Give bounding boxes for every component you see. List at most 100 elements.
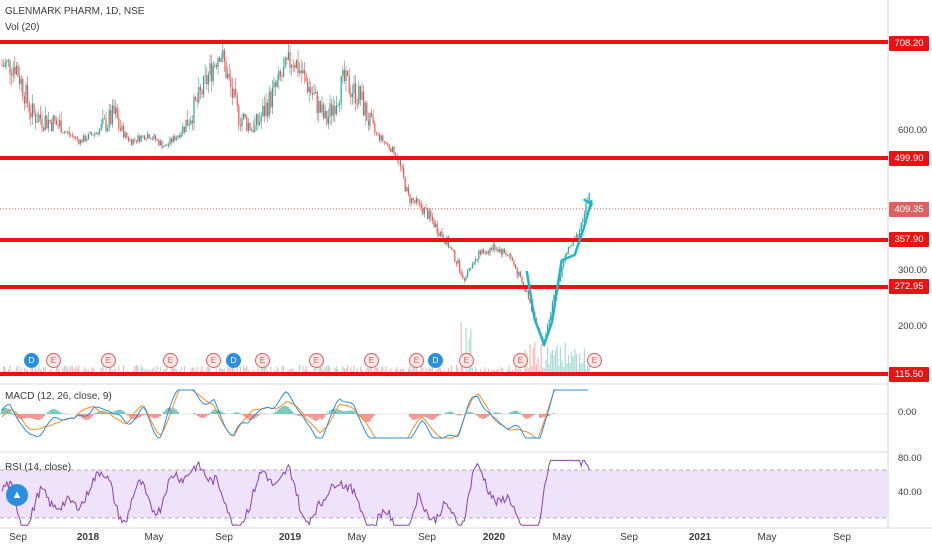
- candle-body: [30, 112, 32, 118]
- volume-bar: [334, 367, 336, 376]
- candle-body: [4, 62, 6, 67]
- macd-histogram-bar: [319, 414, 321, 419]
- macd-histogram-bar: [173, 408, 175, 414]
- volume-bar: [502, 367, 504, 376]
- candle-body: [7, 60, 9, 61]
- candle-body: [516, 268, 518, 276]
- macd-histogram-bar: [285, 405, 287, 414]
- candle-body: [177, 135, 179, 138]
- candle-body: [188, 124, 190, 126]
- candle-body: [321, 104, 323, 113]
- candle-body: [468, 268, 470, 272]
- event-earnings[interactable]: E: [364, 353, 379, 368]
- candle-body: [265, 102, 267, 117]
- candle-body: [478, 250, 480, 260]
- candle-body: [417, 198, 419, 202]
- event-earnings[interactable]: E: [587, 353, 602, 368]
- candle-body: [507, 255, 509, 256]
- volume-bar: [44, 366, 46, 376]
- candle-body: [323, 104, 325, 119]
- candle-body: [411, 198, 413, 204]
- candle-body: [174, 136, 176, 141]
- candle-body: [327, 116, 329, 124]
- candle-body: [51, 121, 53, 132]
- macd-histogram-bar: [91, 414, 93, 417]
- candle-body: [115, 107, 117, 114]
- candle-body: [583, 213, 585, 220]
- candle-body: [529, 298, 531, 303]
- event-earnings[interactable]: E: [206, 353, 221, 368]
- candle-body: [6, 60, 8, 63]
- event-earnings[interactable]: E: [101, 353, 116, 368]
- volume-bar: [63, 365, 65, 376]
- macd-histogram-bar: [27, 414, 29, 418]
- macd-label: MACD (12, 26, close, 9): [5, 391, 112, 402]
- event-dividend[interactable]: D: [428, 353, 443, 368]
- candle-body: [470, 267, 472, 269]
- macd-histogram-bar: [17, 414, 19, 419]
- volume-bar: [159, 367, 161, 376]
- event-earnings[interactable]: E: [409, 353, 424, 368]
- candle-body: [35, 113, 37, 123]
- volume-bar: [471, 367, 473, 376]
- candle-body: [20, 79, 22, 84]
- event-earnings[interactable]: E: [309, 353, 324, 368]
- event-dividend[interactable]: D: [226, 353, 241, 368]
- macd-histogram-bar: [257, 414, 259, 417]
- macd-histogram-bar: [137, 414, 139, 419]
- volume-bar: [142, 367, 144, 376]
- candle-body: [412, 198, 414, 201]
- candle-body: [167, 144, 169, 146]
- candle-body: [377, 133, 379, 134]
- volume-bar: [353, 365, 355, 376]
- event-earnings[interactable]: E: [459, 353, 474, 368]
- candle-body: [318, 101, 320, 114]
- candle-body: [46, 115, 48, 129]
- tradingview-logo-icon[interactable]: ▲: [6, 484, 28, 506]
- macd-histogram-bar: [207, 414, 209, 416]
- candle-body: [235, 88, 237, 95]
- candle-body: [372, 117, 374, 124]
- volume-bar: [412, 365, 414, 376]
- candle-body: [105, 118, 107, 132]
- event-dividend[interactable]: D: [24, 353, 39, 368]
- candle-body: [385, 142, 387, 144]
- candle-body: [92, 134, 94, 136]
- volume-bar: [380, 366, 382, 376]
- event-earnings[interactable]: E: [46, 353, 61, 368]
- candle-body: [487, 251, 489, 254]
- macd-histogram-bar: [273, 413, 275, 414]
- candle-body: [147, 134, 149, 139]
- macd-histogram-bar: [479, 414, 481, 418]
- candle-body: [140, 135, 142, 142]
- volume-bar: [484, 367, 486, 376]
- macd-histogram-bar: [529, 414, 531, 418]
- event-earnings[interactable]: E: [513, 353, 528, 368]
- macd-histogram-bar: [461, 414, 463, 415]
- macd-histogram-bar: [317, 414, 319, 420]
- candle-body: [255, 114, 257, 126]
- candle-body: [393, 146, 395, 155]
- macd-histogram-bar: [457, 414, 459, 416]
- candle-body: [63, 131, 65, 133]
- event-earnings[interactable]: E: [163, 353, 178, 368]
- candle-body: [404, 177, 406, 192]
- candle-body: [102, 118, 104, 125]
- volume-bar: [555, 349, 557, 376]
- macd-histogram-bar: [475, 414, 477, 415]
- candle-body: [161, 141, 163, 148]
- candle-body: [505, 252, 507, 256]
- candle-body: [353, 83, 355, 94]
- candle-body: [473, 262, 475, 265]
- macd-histogram-bar: [459, 414, 461, 416]
- candle-body: [299, 70, 301, 74]
- candle-body: [246, 117, 248, 131]
- macd-histogram-bar: [363, 414, 365, 421]
- volume-bar: [262, 367, 264, 376]
- candle-body: [503, 248, 505, 253]
- volume-bar: [329, 366, 331, 376]
- candle-body: [422, 208, 424, 215]
- macd-histogram-bar: [223, 413, 225, 414]
- event-earnings[interactable]: E: [255, 353, 270, 368]
- macd-histogram-bar: [51, 409, 53, 414]
